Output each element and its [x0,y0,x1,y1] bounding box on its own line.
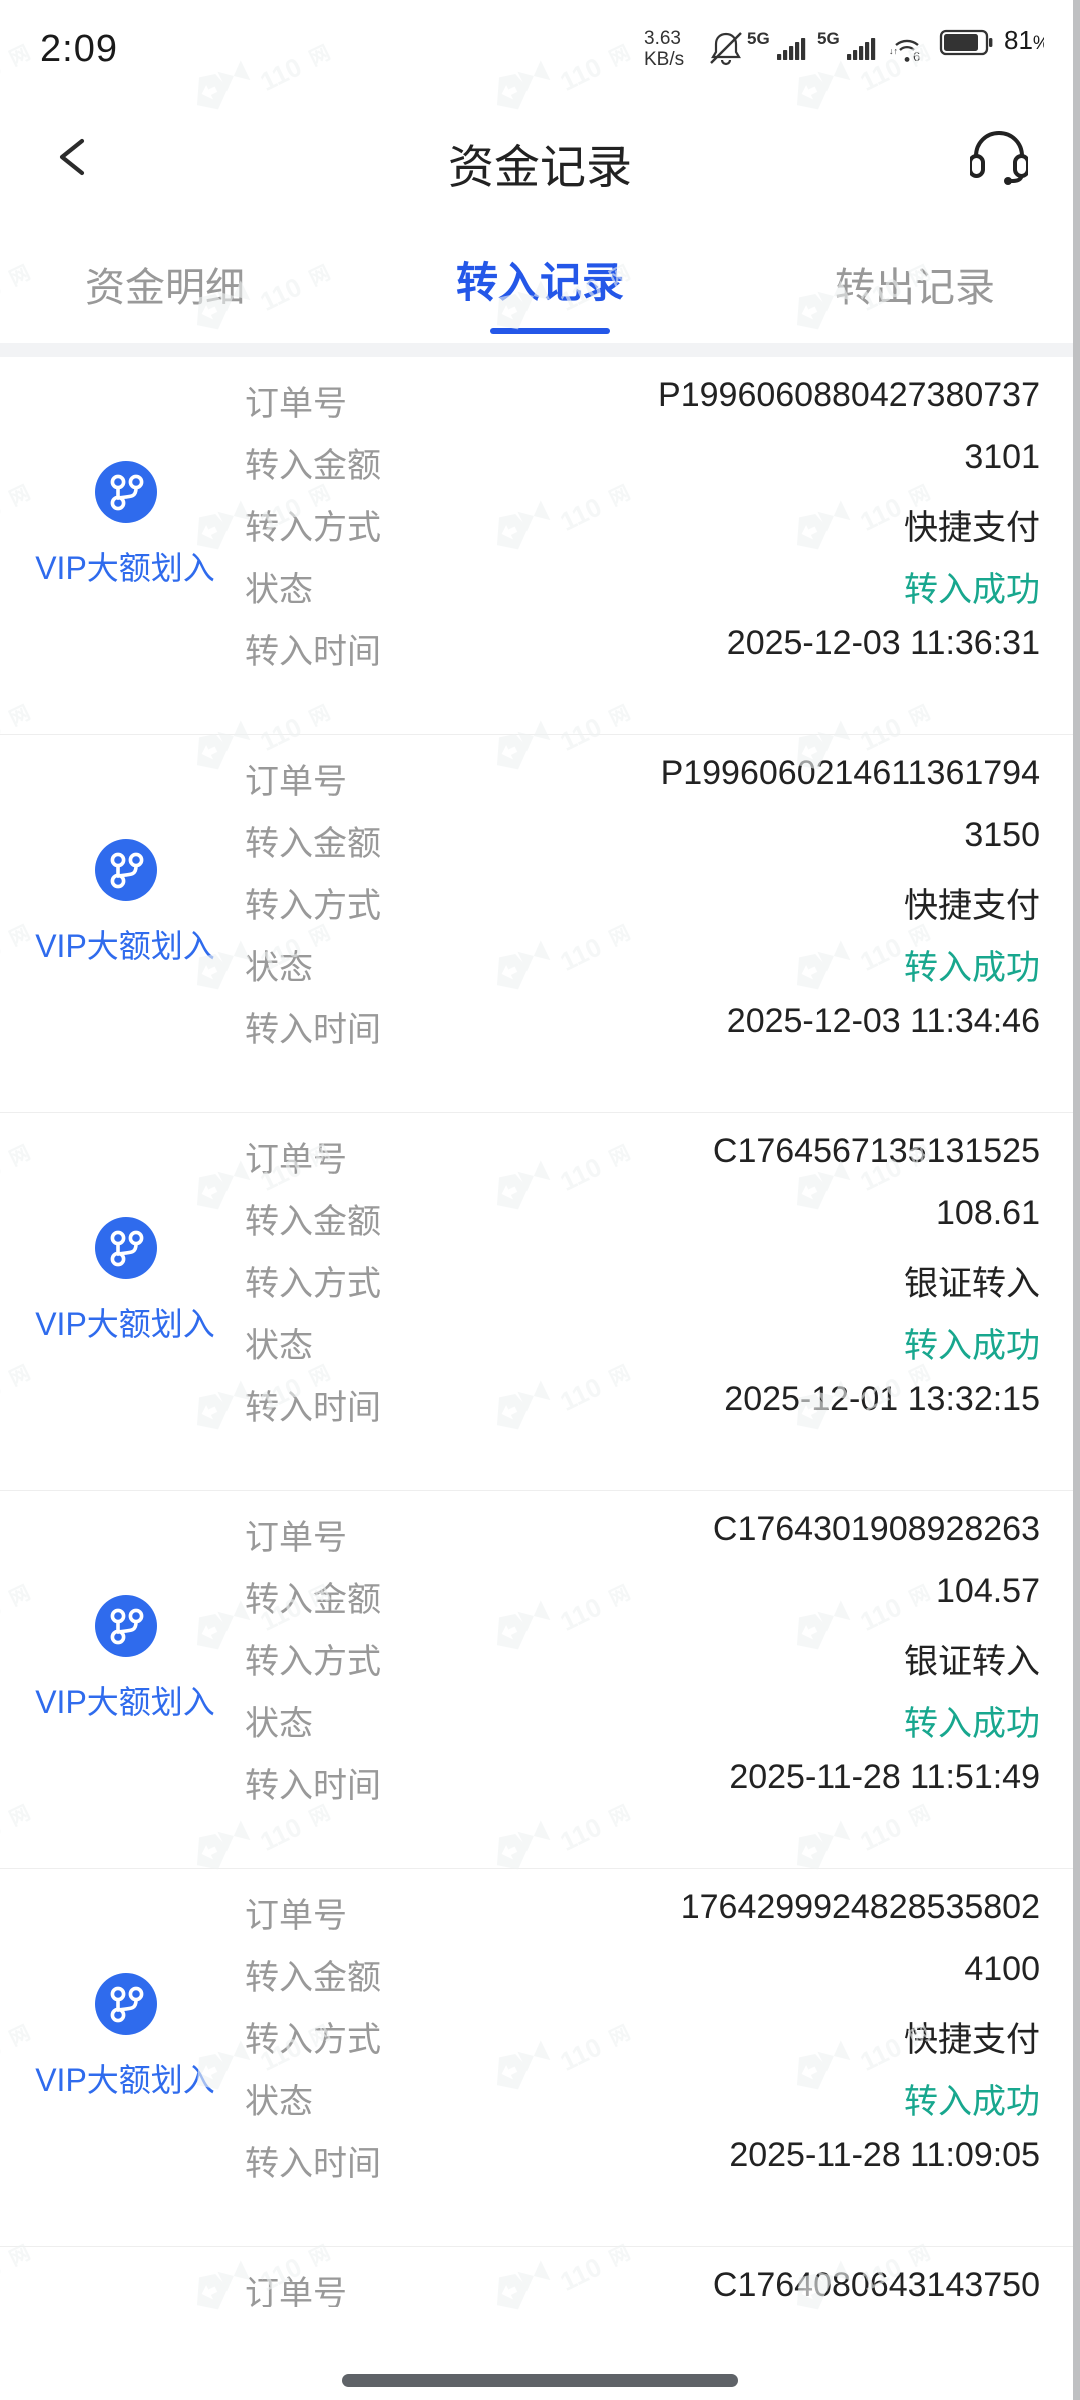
svg-text:↓↑: ↓↑ [889,46,898,56]
svg-text:3.63: 3.63 [644,28,681,49]
svg-text:5G: 5G [747,29,770,48]
svg-text:KB/s: KB/s [644,49,684,70]
svg-text:5G: 5G [817,29,840,48]
svg-text:81%: 81% [1004,28,1044,55]
svg-text:6: 6 [913,49,920,64]
